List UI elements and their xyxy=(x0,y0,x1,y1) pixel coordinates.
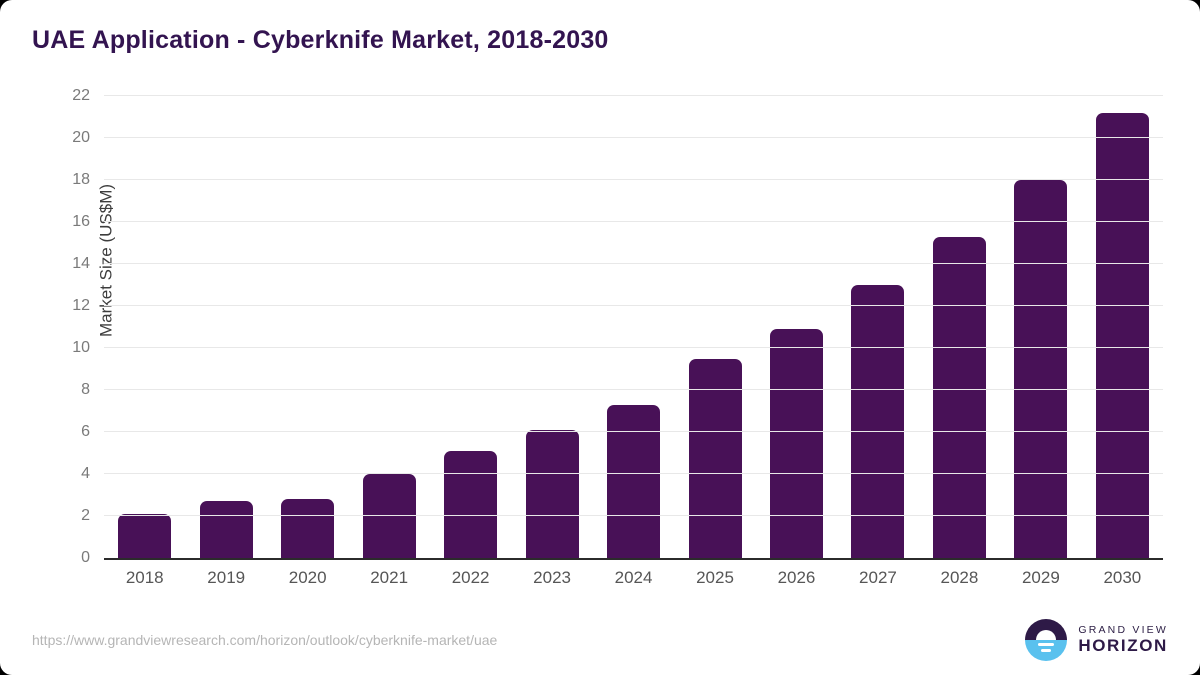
bar-slot-2021 xyxy=(348,96,429,558)
x-tick-label-2022: 2022 xyxy=(451,568,490,587)
gridline-y-22 xyxy=(104,95,1163,96)
logo-reflection-line-2 xyxy=(1041,649,1052,652)
bar-2020 xyxy=(281,499,335,558)
bar-slot-2029 xyxy=(1000,96,1081,558)
gridline-y-2 xyxy=(104,515,1163,516)
x-tick-label-2021: 2021 xyxy=(370,568,409,587)
bar-2027 xyxy=(851,285,905,558)
y-tick-label-22: 22 xyxy=(72,87,90,104)
bar-2022 xyxy=(444,450,498,558)
logo-brand-top: GRAND VIEW xyxy=(1078,624,1168,637)
x-tick-label-2028: 2028 xyxy=(940,568,979,587)
x-tick-label-2020: 2020 xyxy=(288,568,327,587)
bar-slot-2026 xyxy=(756,96,837,558)
gridline-y-6 xyxy=(104,431,1163,432)
x-tick-label-2024: 2024 xyxy=(614,568,653,587)
gridline-y-14 xyxy=(104,263,1163,264)
footer: https://www.grandviewresearch.com/horizo… xyxy=(0,613,1200,675)
gridline-y-20 xyxy=(104,137,1163,138)
y-tick-label-6: 6 xyxy=(81,423,90,440)
gridline-y-18 xyxy=(104,179,1163,180)
bar-slot-2020 xyxy=(267,96,348,558)
y-tick-label-2: 2 xyxy=(81,507,90,524)
chart-title: UAE Application - Cyberknife Market, 201… xyxy=(32,26,609,54)
gridline-y-12 xyxy=(104,305,1163,306)
x-tick-label-2026: 2026 xyxy=(777,568,816,587)
logo-top-half xyxy=(1025,619,1068,640)
bar-2029 xyxy=(1014,180,1068,558)
bar-2018 xyxy=(118,513,172,558)
bar-2030 xyxy=(1095,112,1149,558)
x-tick-label-2023: 2023 xyxy=(533,568,571,587)
x-tick-label-2030: 2030 xyxy=(1103,568,1142,587)
x-tick-label-2018: 2018 xyxy=(125,568,164,587)
bar-2028 xyxy=(932,236,986,558)
bar-slot-2024 xyxy=(593,96,674,558)
gridline-y-8 xyxy=(104,389,1163,390)
gridline-y-16 xyxy=(104,221,1163,222)
logo-brand-bottom: HORIZON xyxy=(1078,636,1168,656)
y-tick-label-8: 8 xyxy=(81,381,90,398)
x-tick-label-2029: 2029 xyxy=(1021,568,1060,587)
bar-slot-2030 xyxy=(1082,96,1163,558)
x-tick-label-2025: 2025 xyxy=(696,568,734,587)
y-tick-label-20: 20 xyxy=(72,129,90,146)
bar-slot-2023 xyxy=(511,96,592,558)
bar-slot-2027 xyxy=(837,96,918,558)
source-url: https://www.grandviewresearch.com/horizo… xyxy=(32,632,498,648)
y-tick-label-10: 10 xyxy=(72,339,90,356)
y-tick-label-4: 4 xyxy=(81,465,90,482)
bar-2025 xyxy=(688,358,742,558)
x-tick-label-2019: 2019 xyxy=(207,568,246,587)
bars-container xyxy=(104,96,1163,558)
bar-2023 xyxy=(525,429,579,558)
logo-sun-dome xyxy=(1036,630,1057,640)
plot-area: 0 2 4 6 8 10 12 14 16 18 20 22 xyxy=(72,87,1163,566)
logo-text: GRAND VIEW HORIZON xyxy=(1078,624,1168,656)
bar-slot-2025 xyxy=(674,96,755,558)
gridline-y-4 xyxy=(104,473,1163,474)
bar-2021 xyxy=(362,474,416,558)
grand-view-horizon-logo: GRAND VIEW HORIZON xyxy=(1025,619,1168,661)
bar-slot-2018 xyxy=(104,96,185,558)
bar-slot-2022 xyxy=(430,96,511,558)
y-tick-label-18: 18 xyxy=(72,171,90,188)
y-tick-label-14: 14 xyxy=(72,255,90,272)
horizon-sun-icon xyxy=(1025,619,1068,661)
gridline-y-10 xyxy=(104,347,1163,348)
bar-slot-2028 xyxy=(919,96,1000,558)
bar-2019 xyxy=(199,501,253,558)
y-tick-label-12: 12 xyxy=(72,297,90,314)
logo-reflection-line-1 xyxy=(1038,643,1055,646)
x-tick-label-2027: 2027 xyxy=(859,568,897,587)
bar-2024 xyxy=(607,404,661,558)
x-axis-labels: 2018 2019 2020 2021 2022 2023 2024 2025 2026 2027… xyxy=(104,568,1163,588)
y-tick-label-0: 0 xyxy=(81,549,90,566)
bar-slot-2019 xyxy=(185,96,266,558)
bar-2026 xyxy=(769,329,823,558)
y-tick-label-16: 16 xyxy=(72,213,90,230)
